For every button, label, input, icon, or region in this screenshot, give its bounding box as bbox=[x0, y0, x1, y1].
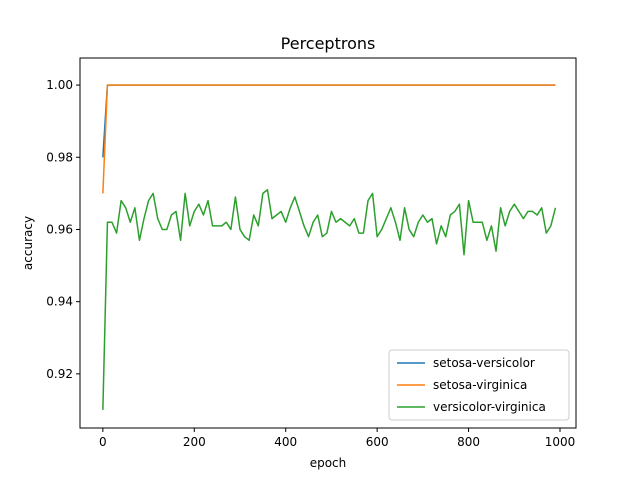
legend-label-versicolor-virginica: versicolor-virginica bbox=[433, 400, 546, 414]
y-tick-label: 1.00 bbox=[46, 78, 73, 92]
legend: setosa-versicolor setosa-virginica versico… bbox=[388, 349, 570, 421]
x-tick-label: 200 bbox=[183, 435, 206, 449]
y-axis-label: accuracy bbox=[21, 216, 35, 270]
y-tick-label: 0.92 bbox=[46, 367, 73, 381]
axis-ticks: 0 200 400 600 800 1000 0.92 0.94 0.96 0.98 1.00 bbox=[46, 78, 575, 449]
legend-label-setosa-versicolor: setosa-versicolor bbox=[433, 356, 535, 370]
x-tick-label: 0 bbox=[99, 435, 107, 449]
chart-title: Perceptrons bbox=[281, 34, 376, 53]
plot-area bbox=[102, 84, 557, 410]
x-tick-label: 1000 bbox=[545, 435, 576, 449]
x-tick-label: 800 bbox=[457, 435, 480, 449]
y-tick-label: 0.96 bbox=[46, 222, 73, 236]
axes-frame bbox=[79, 57, 577, 429]
x-axis-label: epoch bbox=[310, 456, 347, 470]
series-line-versicolor-virginica bbox=[102, 189, 557, 410]
legend-box bbox=[388, 349, 570, 421]
legend-label-setosa-virginica: setosa-virginica bbox=[433, 378, 527, 392]
y-tick-label: 0.94 bbox=[46, 295, 73, 309]
series-line-setosa-virginica bbox=[102, 84, 556, 194]
x-tick-label: 600 bbox=[366, 435, 389, 449]
y-tick-label: 0.98 bbox=[46, 150, 73, 164]
x-tick-label: 400 bbox=[274, 435, 297, 449]
